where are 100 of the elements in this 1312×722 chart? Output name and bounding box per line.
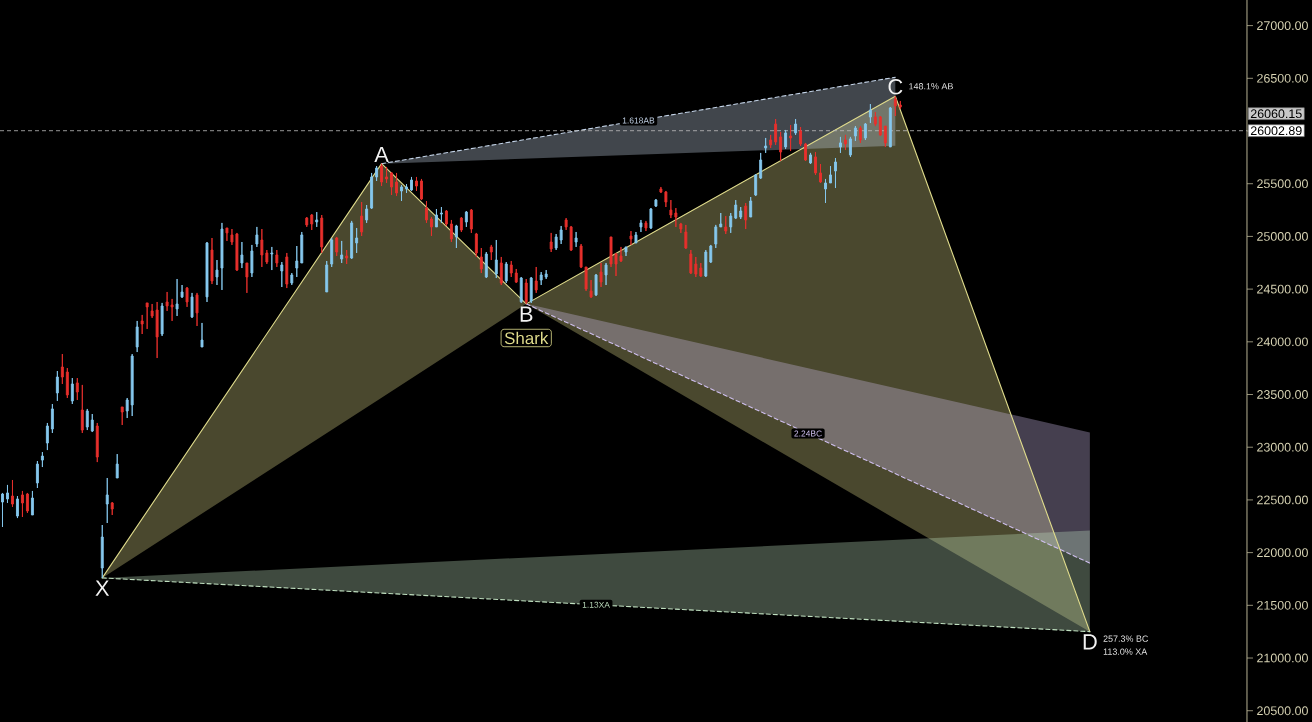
candlestick — [799, 126, 803, 147]
candlestick — [345, 249, 349, 265]
y-tick-label: 23500.00 — [1257, 390, 1308, 399]
candlestick — [494, 239, 498, 279]
candlestick — [459, 216, 463, 233]
candlestick — [449, 219, 453, 243]
ref-line-label: 26002.89 — [1250, 126, 1302, 136]
candlestick — [6, 484, 9, 504]
candlestick — [340, 240, 344, 264]
series-label: 1.13XA — [582, 601, 610, 608]
candlestick — [514, 268, 518, 284]
candlestick — [853, 125, 857, 142]
candlestick — [310, 213, 314, 231]
y-tick-label: 22000.00 — [1257, 548, 1308, 558]
candlestick — [594, 273, 598, 297]
candlestick — [824, 178, 827, 204]
candlestick — [474, 232, 478, 258]
candlestick — [868, 103, 872, 124]
y-tick-label: 25000.00 — [1257, 232, 1308, 241]
candlestick — [200, 322, 204, 348]
candlestick — [574, 231, 578, 248]
candlestick — [240, 241, 244, 269]
candlestick — [629, 230, 633, 246]
candlestick — [135, 320, 139, 353]
candlestick — [898, 100, 902, 110]
candlestick — [325, 260, 329, 293]
candlestick — [848, 136, 852, 158]
candlestick — [484, 251, 488, 279]
candlestick — [30, 490, 34, 516]
candlestick — [330, 237, 334, 268]
candlestick — [454, 224, 458, 249]
candlestick — [744, 202, 748, 230]
annotation: 148.1% AB — [909, 83, 953, 90]
candlestick — [444, 209, 448, 227]
data-label: D — [1083, 634, 1097, 650]
candlestick — [863, 122, 867, 141]
candlestick — [814, 151, 817, 176]
candlestick — [689, 249, 693, 275]
candlestick — [759, 152, 763, 180]
y-tick-label: 26500.00 — [1257, 73, 1308, 83]
candlestick — [604, 262, 608, 286]
candlestick — [699, 262, 703, 278]
candlestick — [140, 314, 144, 335]
candlestick — [774, 118, 778, 146]
candlestick — [300, 231, 304, 264]
candlestick — [355, 227, 359, 254]
candlestick — [320, 214, 324, 254]
series-label: 2.24BC — [794, 430, 822, 437]
candlestick — [225, 227, 229, 242]
candlestick — [769, 134, 773, 149]
candlestick — [145, 302, 149, 330]
data-label: C — [888, 79, 903, 95]
candlestick — [295, 245, 299, 278]
candlestick — [804, 142, 807, 162]
y-tick-label: 25500.00 — [1257, 179, 1308, 189]
candlestick — [405, 183, 408, 194]
candlestick — [539, 271, 543, 286]
candlestick — [439, 206, 443, 224]
candlestick — [829, 165, 832, 184]
candlestick — [499, 256, 503, 286]
candlestick — [534, 266, 538, 294]
candlestick — [175, 278, 179, 317]
candlestick — [649, 207, 653, 230]
candlestick — [469, 208, 473, 234]
candlestick — [893, 95, 897, 117]
candlestick — [749, 196, 753, 218]
candlestick — [400, 184, 403, 202]
candlestick — [479, 247, 483, 274]
candlestick — [719, 212, 723, 228]
candlestick — [95, 422, 99, 463]
candlestick — [509, 260, 513, 278]
candlestick — [704, 249, 708, 278]
candlestick — [834, 157, 837, 189]
candlestick — [714, 224, 718, 249]
candlestick — [420, 178, 423, 201]
text: 26060.15 — [1250, 109, 1302, 119]
candlestick — [784, 129, 788, 150]
candlestick — [245, 262, 249, 294]
candlestick — [415, 176, 418, 192]
candlestick — [375, 165, 379, 182]
candlestick — [255, 226, 259, 248]
candlestick — [739, 206, 743, 220]
candlestick — [883, 125, 887, 148]
candlestick — [435, 208, 438, 228]
candlestick — [639, 219, 643, 233]
candlestick — [180, 284, 184, 299]
candlestick — [100, 524, 104, 579]
y-tick-label: 21500.00 — [1257, 600, 1308, 610]
candlestick — [654, 198, 658, 208]
candlestick — [285, 252, 289, 289]
candlestick — [210, 237, 214, 285]
candlestick — [365, 204, 369, 224]
candlestick — [35, 460, 39, 489]
candlestick — [809, 152, 812, 165]
candlestick — [464, 210, 468, 228]
candlestick — [190, 292, 194, 319]
candlestick — [599, 262, 603, 288]
candlestick — [160, 302, 164, 337]
candlestick — [80, 384, 84, 434]
candlestick — [115, 453, 119, 479]
